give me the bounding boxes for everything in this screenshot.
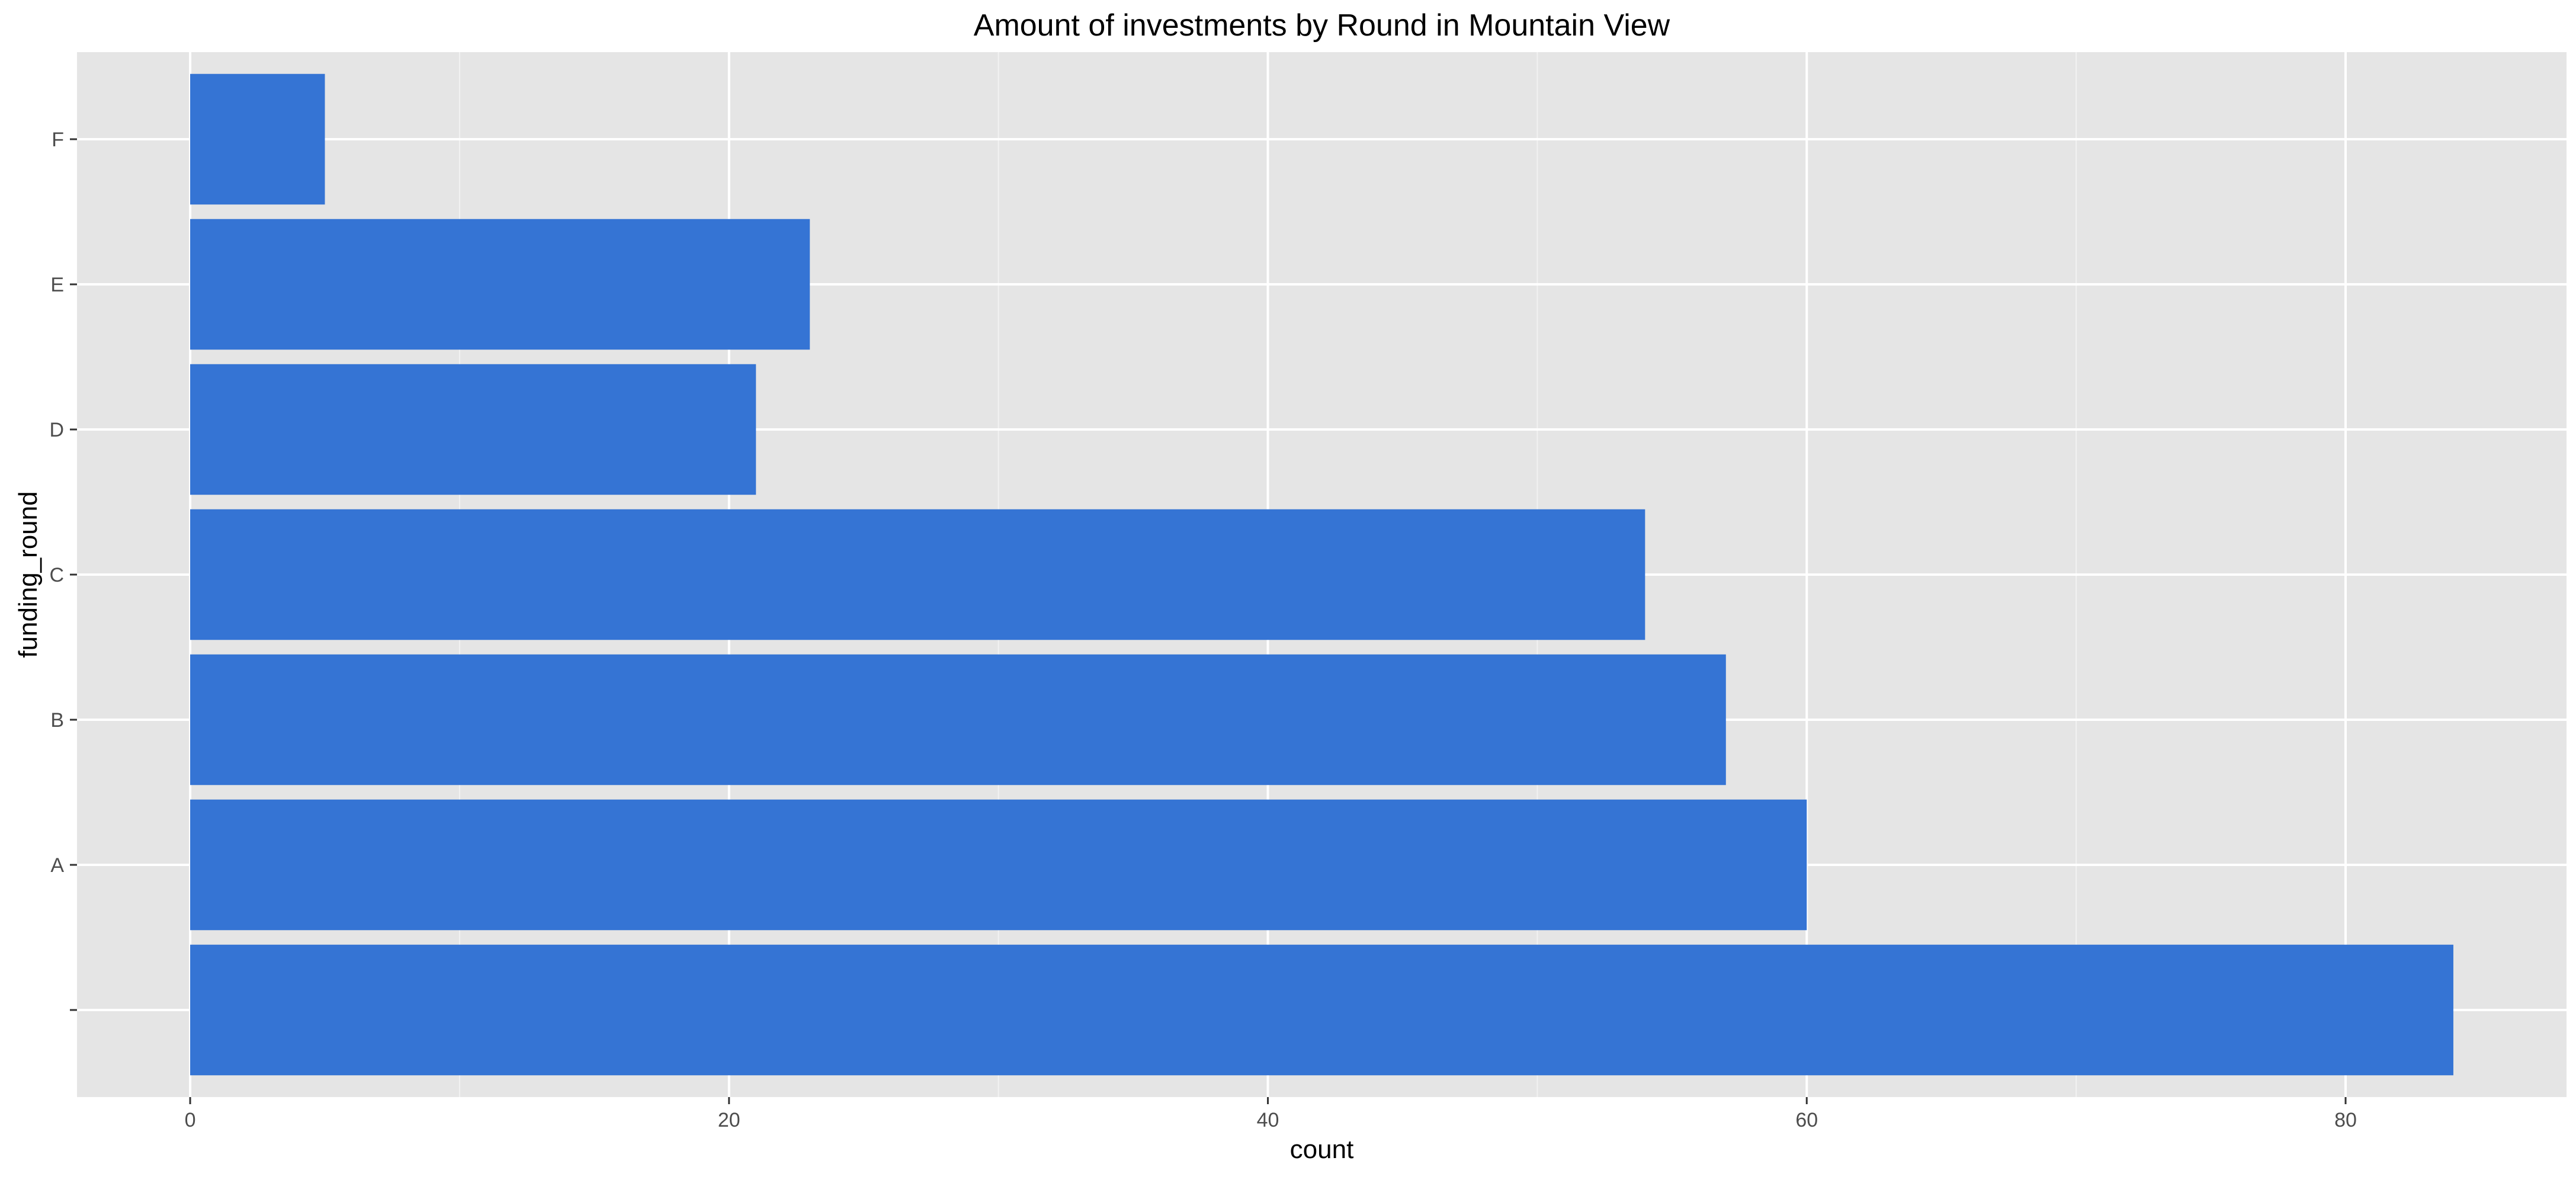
bar-F [190, 73, 325, 205]
bar-D [190, 364, 756, 495]
x-tick-label: 40 [1257, 1109, 1279, 1131]
y-tick-label: C [49, 564, 64, 586]
bar-E [190, 219, 810, 350]
y-tick-label: B [50, 709, 64, 732]
x-tick-label: 20 [718, 1109, 740, 1131]
y-axis-title: funding_round [14, 491, 43, 658]
y-tick-label: D [49, 419, 64, 441]
y-tick-label: A [50, 854, 64, 877]
x-tick-label: 0 [185, 1109, 196, 1131]
y-tick-label: E [50, 274, 64, 296]
bar-blank [190, 944, 2453, 1076]
bars [190, 73, 2453, 1076]
bar-C [190, 509, 1645, 640]
bar-A [190, 799, 1807, 931]
chart-title: Amount of investments by Round in Mounta… [974, 8, 1670, 43]
axis-ticks: 0 20 40 60 80 A B C D E F [49, 129, 2356, 1131]
x-axis-title: count [1290, 1135, 1354, 1164]
x-tick-label: 80 [2334, 1109, 2357, 1131]
x-tick-label: 60 [1795, 1109, 1818, 1131]
bar-B [190, 654, 1726, 785]
y-tick-label: F [52, 129, 64, 151]
